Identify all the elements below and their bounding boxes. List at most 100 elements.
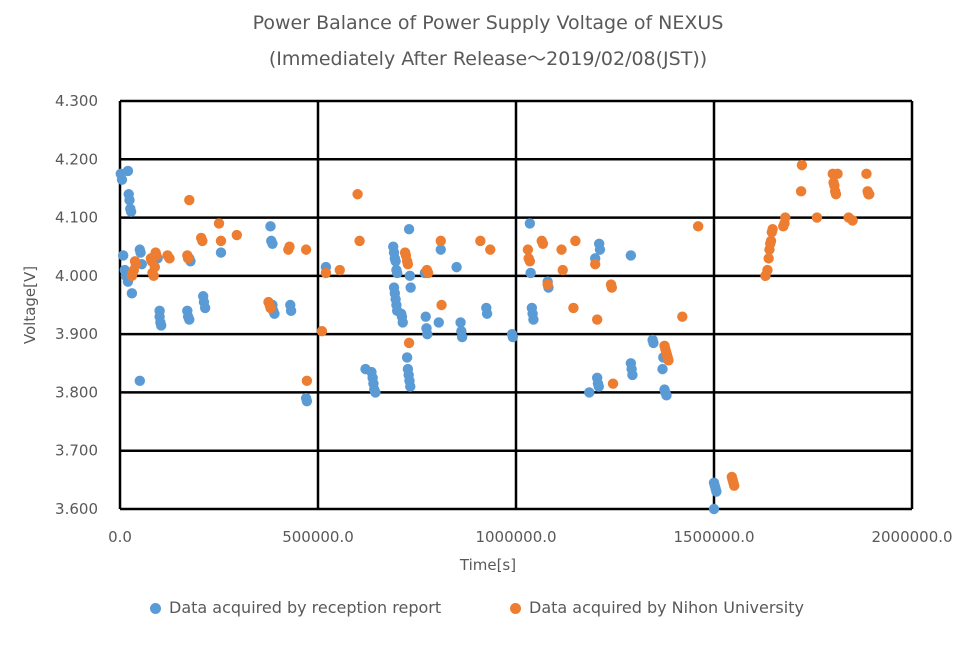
data-point [352, 189, 363, 200]
data-point [677, 311, 688, 322]
y-tick-label: 4.300 [55, 92, 98, 110]
data-point [184, 194, 195, 206]
data-point [795, 186, 807, 197]
data-point [284, 241, 295, 252]
y-tick-label: 4.200 [55, 150, 98, 168]
x-tick-label: 500000.0 [282, 528, 354, 546]
legend: Data acquired by reception report Data a… [0, 598, 976, 624]
data-point [594, 244, 606, 255]
data-point [301, 395, 313, 407]
data-point [767, 224, 778, 235]
chart-title: Power Balance of Power Supply Voltage of… [252, 12, 724, 34]
data-point [525, 267, 536, 279]
data-point [199, 302, 211, 314]
legend-label: Data acquired by Nihon University [529, 598, 804, 617]
data-point [728, 480, 740, 491]
data-point [148, 270, 159, 282]
data-point [370, 387, 381, 398]
data-point [625, 250, 637, 261]
data-point [832, 168, 843, 180]
data-point [404, 270, 416, 282]
data-point [267, 238, 278, 249]
data-point [397, 317, 408, 328]
data-point [556, 244, 567, 255]
legend-item-reception-report: Data acquired by reception report [150, 598, 441, 617]
data-point [422, 267, 434, 279]
data-point [661, 390, 672, 401]
data-point [663, 355, 674, 366]
data-point [125, 206, 137, 217]
data-point [149, 261, 161, 273]
data-point [265, 302, 276, 314]
y-tick-label: 3.900 [55, 325, 98, 343]
data-point [507, 331, 519, 343]
data-point [401, 352, 413, 363]
data-point [456, 331, 468, 343]
data-point [301, 375, 313, 386]
data-point [570, 235, 581, 247]
data-point [593, 381, 604, 392]
data-point [692, 221, 704, 232]
data-point [403, 337, 415, 349]
series-1 [126, 159, 875, 491]
data-point [231, 229, 243, 241]
data-point [762, 264, 773, 276]
data-point [568, 302, 579, 314]
data-point [155, 320, 167, 331]
data-points [115, 159, 875, 515]
y-tick-label: 3.800 [55, 383, 98, 401]
data-point [392, 267, 403, 279]
data-point [524, 256, 536, 267]
legend-marker-blue [150, 603, 161, 614]
data-point [402, 259, 414, 270]
data-point [830, 189, 842, 200]
data-point [864, 189, 875, 200]
data-point [124, 194, 135, 206]
data-point [708, 503, 720, 515]
data-point [657, 363, 668, 375]
data-point [117, 250, 129, 261]
data-point [475, 235, 486, 247]
data-point [763, 253, 774, 264]
data-point [215, 235, 227, 247]
data-point [811, 212, 823, 223]
data-point [648, 337, 659, 349]
data-point [285, 305, 297, 317]
data-point [847, 215, 858, 226]
data-point [151, 250, 162, 261]
y-tick-label: 4.100 [55, 209, 98, 227]
data-point [354, 235, 365, 247]
data-point [436, 299, 447, 311]
data-point [861, 168, 872, 180]
legend-label: Data acquired by reception report [169, 598, 442, 617]
data-point [320, 267, 332, 279]
data-point [184, 314, 195, 325]
data-point [405, 282, 416, 293]
data-point [435, 235, 446, 247]
y-tick-label: 3.700 [55, 442, 98, 460]
data-point [606, 282, 618, 293]
data-point [182, 253, 194, 264]
data-point [135, 247, 146, 258]
y-tick-label: 3.600 [55, 500, 98, 518]
data-point [711, 486, 722, 497]
legend-marker-orange [510, 603, 521, 614]
x-tick-label: 0.0 [108, 528, 132, 546]
data-point [122, 165, 134, 177]
chart-subtitle: (Immediately After Release～2019/02/08(JS… [268, 48, 708, 70]
data-point [390, 256, 401, 267]
data-point [316, 326, 328, 337]
data-point [405, 381, 416, 392]
data-point [265, 221, 276, 232]
x-axis-title: Time[s] [459, 556, 517, 574]
data-point [590, 259, 601, 270]
x-tick-label: 1000000.0 [475, 528, 556, 546]
data-point [557, 264, 568, 276]
data-point [542, 279, 553, 290]
data-point [130, 259, 142, 270]
data-point [126, 288, 138, 299]
y-tick-label: 4.000 [55, 267, 98, 285]
data-point [420, 311, 431, 322]
data-point [164, 253, 175, 264]
x-tick-label: 2000000.0 [871, 528, 952, 546]
